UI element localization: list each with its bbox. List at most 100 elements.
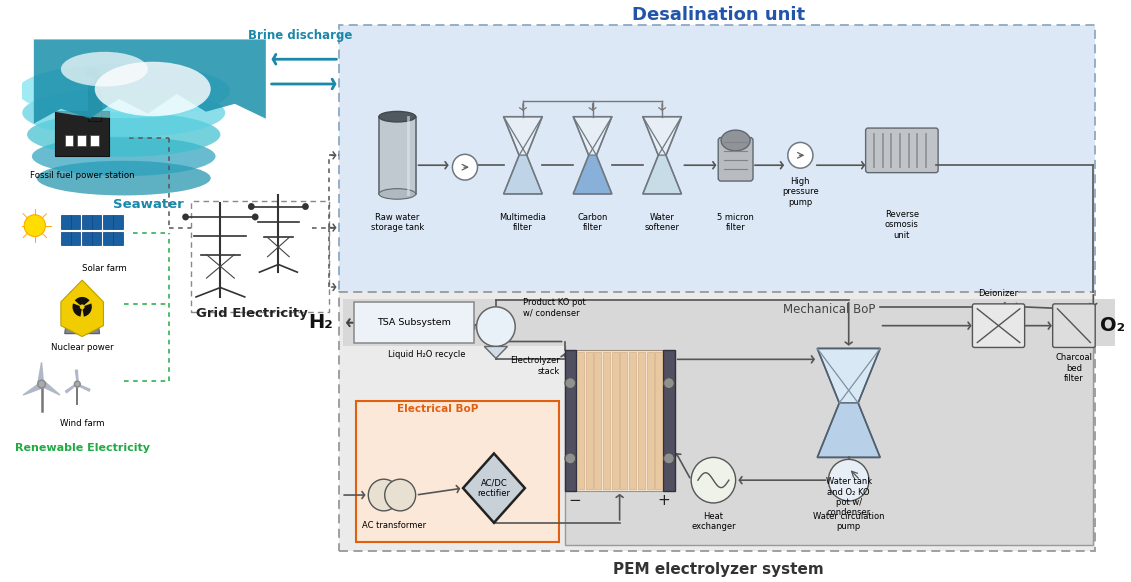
Text: Solar farm: Solar farm xyxy=(83,264,127,274)
Text: AC/DC
rectifier: AC/DC rectifier xyxy=(477,478,510,498)
Polygon shape xyxy=(573,116,612,155)
Text: Deionizer: Deionizer xyxy=(978,289,1019,298)
Text: Electrolyzer
stack: Electrolyzer stack xyxy=(510,356,560,376)
Ellipse shape xyxy=(36,161,210,196)
Text: Raw water
storage tank: Raw water storage tank xyxy=(371,213,424,232)
Ellipse shape xyxy=(27,112,221,157)
Text: Water circulation
pump: Water circulation pump xyxy=(813,512,884,531)
Text: Electrical BoP: Electrical BoP xyxy=(397,404,478,414)
Text: AC transformer: AC transformer xyxy=(362,521,426,530)
Text: Water
softener: Water softener xyxy=(645,213,680,232)
Polygon shape xyxy=(66,383,77,393)
Bar xyxy=(595,353,602,489)
Polygon shape xyxy=(642,116,682,155)
Text: Renewable Electricity: Renewable Electricity xyxy=(15,442,149,453)
Circle shape xyxy=(24,215,45,236)
Circle shape xyxy=(664,378,674,389)
Circle shape xyxy=(385,479,416,511)
Circle shape xyxy=(828,459,869,501)
Circle shape xyxy=(566,453,576,464)
Polygon shape xyxy=(818,403,880,457)
Circle shape xyxy=(691,457,735,503)
Text: +: + xyxy=(658,494,671,509)
Circle shape xyxy=(302,203,309,210)
Bar xyxy=(612,353,619,489)
Circle shape xyxy=(566,378,576,389)
Text: 5 micron
filter: 5 micron filter xyxy=(717,213,754,232)
Bar xyxy=(603,353,610,489)
FancyBboxPatch shape xyxy=(356,401,559,542)
Text: Water tank
and O₂ KO
pot w/
condenser: Water tank and O₂ KO pot w/ condenser xyxy=(826,477,872,517)
Polygon shape xyxy=(64,292,100,333)
Ellipse shape xyxy=(61,52,148,87)
FancyBboxPatch shape xyxy=(34,40,266,193)
FancyBboxPatch shape xyxy=(865,128,938,173)
Text: Seawater: Seawater xyxy=(112,198,183,211)
Ellipse shape xyxy=(23,88,225,137)
Text: Carbon
filter: Carbon filter xyxy=(577,213,607,232)
Bar xyxy=(655,353,663,489)
Circle shape xyxy=(664,453,674,464)
Text: Nuclear power: Nuclear power xyxy=(51,343,113,353)
Text: Reverse
osmosis
unit: Reverse osmosis unit xyxy=(884,210,918,240)
Bar xyxy=(55,111,110,157)
Polygon shape xyxy=(503,155,542,194)
Bar xyxy=(564,350,576,491)
Text: High
pressure
pump: High pressure pump xyxy=(782,177,819,207)
Text: Mechanical BoP: Mechanical BoP xyxy=(783,303,875,317)
FancyBboxPatch shape xyxy=(718,137,753,181)
FancyBboxPatch shape xyxy=(1053,304,1095,347)
Circle shape xyxy=(248,203,254,210)
Ellipse shape xyxy=(86,67,97,77)
Ellipse shape xyxy=(95,62,210,116)
FancyBboxPatch shape xyxy=(343,299,1131,346)
Wedge shape xyxy=(72,303,83,317)
Polygon shape xyxy=(23,382,43,395)
Polygon shape xyxy=(61,280,103,336)
Circle shape xyxy=(75,381,80,387)
Polygon shape xyxy=(41,381,60,395)
Text: Grid Electricity: Grid Electricity xyxy=(197,307,308,320)
Circle shape xyxy=(182,214,189,221)
Text: Wind farm: Wind farm xyxy=(60,419,104,428)
Bar xyxy=(576,350,663,491)
Polygon shape xyxy=(818,349,880,403)
Bar xyxy=(83,215,102,229)
Circle shape xyxy=(452,154,477,180)
Text: TSA Subsystem: TSA Subsystem xyxy=(377,318,450,327)
Circle shape xyxy=(37,380,45,388)
Bar xyxy=(83,232,102,246)
Polygon shape xyxy=(37,363,43,384)
Bar xyxy=(64,134,74,147)
Bar xyxy=(61,232,80,246)
Polygon shape xyxy=(642,155,682,194)
Text: Brine discharge: Brine discharge xyxy=(249,30,353,42)
Circle shape xyxy=(476,307,516,346)
Text: Heat
exchanger: Heat exchanger xyxy=(691,512,735,531)
Text: O₂: O₂ xyxy=(1100,316,1125,335)
Ellipse shape xyxy=(88,82,100,92)
Wedge shape xyxy=(83,303,92,317)
Polygon shape xyxy=(463,453,525,523)
Bar xyxy=(629,353,636,489)
Bar xyxy=(638,353,645,489)
FancyBboxPatch shape xyxy=(973,304,1025,347)
Polygon shape xyxy=(77,384,90,391)
Bar xyxy=(621,353,628,489)
Text: Product KO pot
w/ condenser: Product KO pot w/ condenser xyxy=(523,298,586,318)
Bar xyxy=(103,232,123,246)
Text: PEM electrolyzer system: PEM electrolyzer system xyxy=(613,562,823,577)
Text: Desalination unit: Desalination unit xyxy=(631,6,805,24)
FancyBboxPatch shape xyxy=(566,301,1094,545)
FancyBboxPatch shape xyxy=(354,302,474,343)
Circle shape xyxy=(80,304,85,309)
Bar xyxy=(647,353,654,489)
Text: −: − xyxy=(569,494,581,509)
Ellipse shape xyxy=(32,137,216,176)
Ellipse shape xyxy=(379,189,416,199)
Polygon shape xyxy=(503,116,542,155)
Polygon shape xyxy=(484,346,508,359)
FancyBboxPatch shape xyxy=(339,292,1095,552)
Text: Fossil fuel power station: Fossil fuel power station xyxy=(29,171,135,180)
Ellipse shape xyxy=(379,111,416,122)
